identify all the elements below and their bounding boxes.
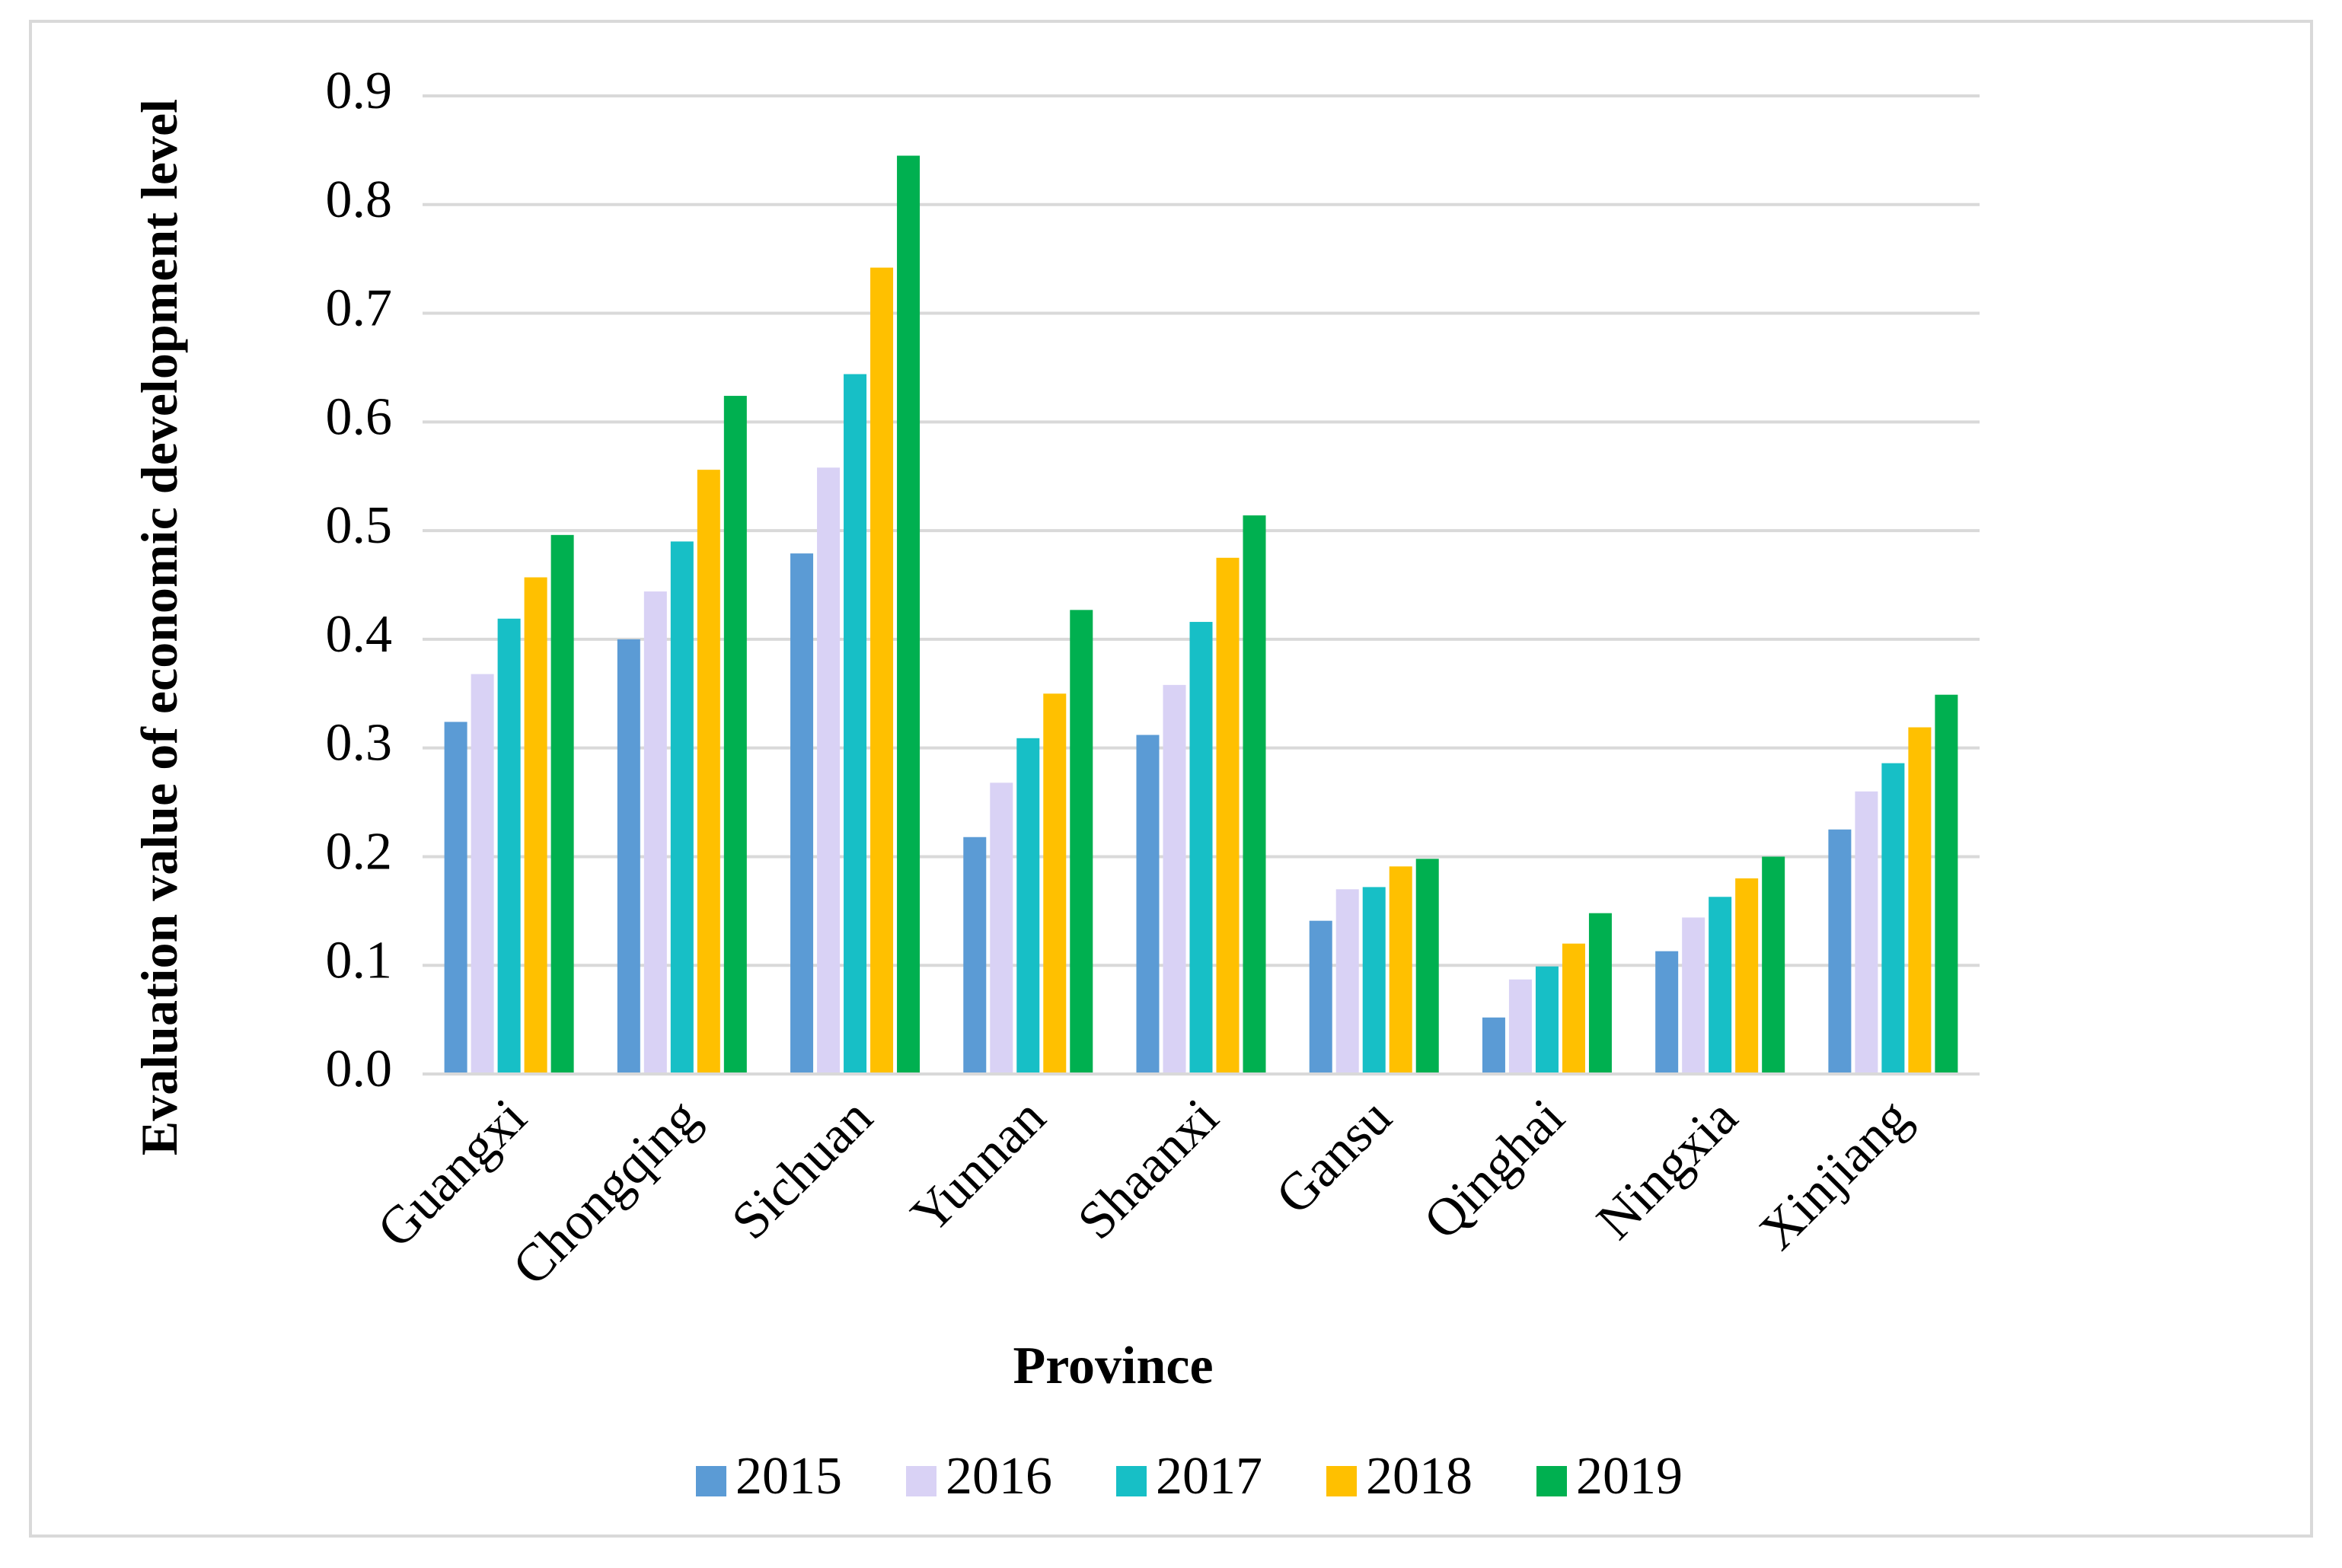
bar [1309,920,1332,1074]
bar [1216,557,1240,1074]
bar [471,674,494,1074]
bar [1482,1017,1505,1074]
bar [1855,791,1878,1074]
bar [1682,917,1705,1074]
y-axis-title: Evaluation value of economic development… [130,98,188,1156]
bar [1415,859,1439,1074]
bar [444,722,467,1074]
x-tick-label: Qinghai [1413,1088,1576,1251]
bar [617,639,640,1074]
bar [697,470,720,1074]
bar [844,374,867,1074]
y-tick-label: 0.4 [326,605,393,664]
x-tick-label: Sichuan [721,1088,884,1251]
bar [1335,889,1359,1074]
bar [550,534,574,1074]
bar [817,467,841,1074]
legend-swatch [1116,1466,1147,1496]
bar [1389,866,1412,1074]
legend-label: 2019 [1576,1447,1683,1506]
bar [497,618,521,1074]
bar [1655,951,1679,1074]
bar [1908,727,1932,1074]
bar [990,782,1013,1074]
legend-label: 2017 [1156,1447,1262,1506]
y-tick-label: 0.7 [326,279,393,338]
x-tick-label: Ningxia [1586,1088,1749,1251]
bar [524,577,547,1074]
legend-label: 2018 [1366,1447,1473,1506]
bar [643,591,667,1074]
y-tick-label: 0.3 [326,714,393,773]
bar [1562,943,1585,1074]
bar [1362,887,1386,1074]
bar [1043,693,1067,1074]
x-tick-label: Shaanxi [1067,1088,1230,1251]
legend-swatch [696,1466,726,1496]
legend-swatch [906,1466,936,1496]
bar [897,155,921,1074]
x-tick-label: Yunnan [900,1088,1057,1245]
y-tick-label: 0.9 [326,62,393,120]
bar [1709,897,1732,1074]
bar [870,267,894,1075]
legend-swatch [1536,1466,1567,1496]
bar [1588,913,1612,1074]
y-tick-label: 0.0 [326,1040,393,1098]
y-tick-label: 0.5 [326,496,393,555]
bar [1508,979,1532,1074]
y-tick-label: 0.6 [326,387,393,446]
x-tick-label: Guangxi [366,1088,538,1259]
bar [1935,694,1958,1074]
bar [1735,878,1759,1074]
bar [1070,610,1093,1074]
bar [1535,966,1559,1074]
bar [1243,515,1266,1074]
bar [1762,856,1785,1074]
legend-label: 2015 [735,1447,842,1506]
chart-border [29,20,2313,1538]
bar [1881,763,1905,1074]
x-tick-label: Gansu [1265,1088,1402,1225]
y-tick-label: 0.1 [326,931,393,990]
bar [1016,738,1040,1074]
y-tick-label: 0.2 [326,823,393,881]
bar [670,541,694,1074]
x-tick-label: Chongqing [502,1088,710,1296]
bar [723,396,747,1074]
y-tick-label: 0.8 [326,171,393,229]
x-axis-title: Province [1013,1337,1213,1395]
legend-label: 2016 [946,1447,1052,1506]
bar [790,553,814,1074]
bar [963,837,987,1074]
bar [1189,622,1213,1074]
legend-swatch [1326,1466,1357,1496]
x-tick-label: Xinjiang [1748,1088,1922,1261]
bar [1828,829,1852,1074]
bar [1136,735,1160,1074]
bar [1163,684,1186,1074]
